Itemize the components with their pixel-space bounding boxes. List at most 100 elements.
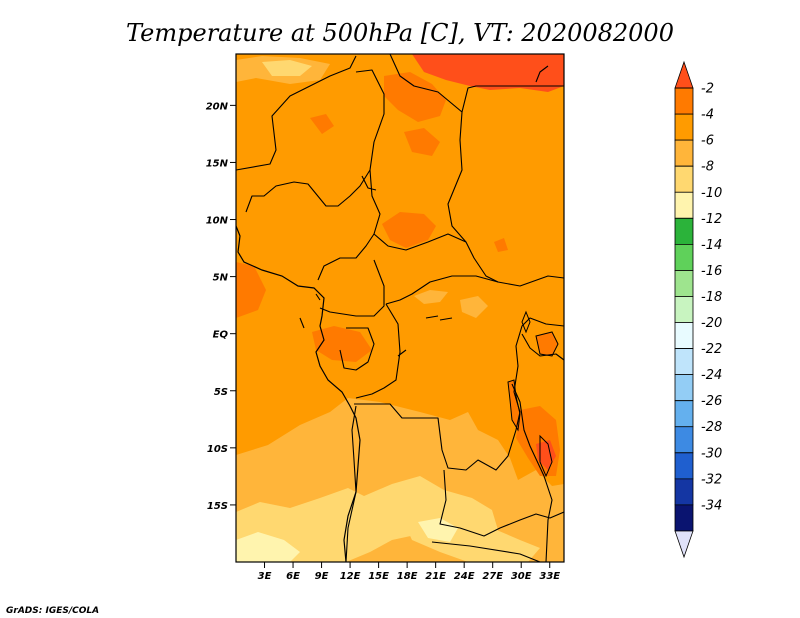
colorbar-label: -34	[701, 498, 722, 513]
map-axes: 20N 15N 10N 5N EQ 5S 10S 15S 3E 6E 9E 12E 15E 18E 21E 2…	[206, 101, 561, 582]
colorbar-label: -8	[701, 160, 714, 175]
lat-tick-label: 15N	[206, 158, 229, 169]
country-border	[319, 259, 385, 317]
lon-tick-label: 21E	[425, 571, 446, 582]
lon-tick-label: 9E	[315, 571, 329, 582]
colorbar-label: -30	[701, 446, 722, 461]
temperature-field-region	[418, 518, 458, 542]
country-border	[511, 383, 553, 562]
lon-tick-label: 27E	[482, 571, 503, 582]
lake	[507, 379, 521, 432]
country-border	[521, 333, 564, 361]
temperature-field-region	[236, 476, 498, 562]
lon-tick-label: 24E	[454, 571, 475, 582]
colorbar-swatch	[674, 504, 694, 532]
temperature-field-region	[412, 54, 564, 92]
lat-tick-label: 5S	[214, 387, 228, 398]
colorbar-swatch	[674, 87, 694, 115]
colorbar-swatch	[674, 530, 694, 559]
lat-tick-label: 5N	[213, 273, 229, 284]
country-border	[447, 111, 564, 287]
lat-tick-label: EQ	[213, 330, 229, 341]
colorbar: -2 -4 -6 -8 -10 -12 -14 -16 -18 -20 -22 -24 -26 -28 -3…	[674, 60, 722, 559]
colorbar-label: -24	[701, 368, 722, 383]
temperature-field-region	[404, 128, 440, 156]
colorbar-label: -20	[701, 316, 722, 331]
colorbar-swatch	[674, 322, 694, 349]
colorbar-label: -4	[701, 108, 714, 123]
lon-tick-label: 15E	[368, 571, 389, 582]
temperature-field-region	[236, 262, 266, 318]
lat-tick-label: 20N	[206, 101, 229, 112]
temperature-field-region	[494, 238, 508, 252]
temperature-field-region	[536, 440, 556, 470]
country-border	[236, 55, 357, 171]
country-border	[299, 293, 453, 357]
colorbar-swatch	[674, 60, 694, 89]
country-border	[361, 175, 377, 191]
colorbar-label: -12	[701, 212, 722, 227]
temperature-field-region	[310, 114, 334, 134]
country-border	[389, 54, 564, 113]
colorbar-swatch	[674, 296, 694, 323]
country-border	[439, 469, 564, 537]
colorbar-label: -2	[701, 82, 714, 97]
colorbar-label: -14	[701, 238, 722, 253]
lon-tick-label: 3E	[258, 571, 272, 582]
lat-tick-label: 10N	[206, 216, 229, 227]
lake	[539, 434, 553, 478]
country-border	[385, 275, 499, 305]
lake	[535, 331, 559, 357]
lon-tick-label: 12E	[340, 571, 361, 582]
colorbar-label: -28	[701, 420, 722, 435]
temperature-field-region	[384, 72, 446, 122]
colorbar-label: -10	[701, 186, 722, 201]
colorbar-swatch	[674, 165, 694, 193]
coastline	[236, 225, 361, 562]
colorbar-label: -18	[701, 290, 722, 305]
temperature-field-region	[312, 326, 372, 362]
lon-tick-label: 33E	[539, 571, 560, 582]
temperature-field-region	[236, 532, 300, 562]
chart-title: Temperature at 500hPa [C], VT: 202008200…	[126, 19, 674, 47]
country-border	[373, 233, 467, 251]
lon-tick-label: 6E	[286, 571, 300, 582]
temperature-field-region	[382, 212, 436, 248]
country-border	[339, 327, 375, 371]
country-border	[245, 69, 385, 213]
colorbar-swatch	[674, 139, 694, 167]
colorbar-swatch	[674, 400, 694, 428]
lat-tick-label: 15S	[207, 501, 228, 512]
country-border	[354, 317, 564, 471]
temperature-field-region	[262, 60, 312, 76]
colorbar-label: -22	[701, 342, 722, 357]
lon-tick-label: 18E	[397, 571, 418, 582]
temperature-field-region	[414, 290, 448, 304]
lon-tick-label: 30E	[511, 571, 532, 582]
colorbar-swatch	[674, 217, 694, 245]
colorbar-swatch	[674, 270, 694, 297]
colorbar-swatch	[674, 243, 694, 271]
colorbar-label: -26	[701, 394, 722, 409]
temperature-field-region	[460, 296, 488, 318]
map-frame	[235, 53, 565, 563]
colorbar-label: -32	[701, 472, 722, 487]
country-border	[345, 405, 357, 562]
colorbar-swatch	[674, 348, 694, 376]
colorbar-swatch	[674, 452, 694, 480]
country-border	[317, 169, 381, 281]
colorbar-swatch	[674, 426, 694, 454]
lat-tick-label: 10S	[207, 444, 228, 455]
country-border	[535, 65, 549, 83]
colorbar-label: -6	[701, 134, 714, 149]
country-border	[431, 541, 541, 562]
grads-credit: GrADS: IGES/COLA	[6, 606, 99, 616]
map-panel	[236, 54, 564, 562]
country-border	[355, 303, 401, 399]
colorbar-label: -16	[701, 264, 722, 279]
colorbar-swatch	[674, 113, 694, 141]
colorbar-swatch	[674, 478, 694, 506]
colorbar-swatch	[674, 191, 694, 219]
colorbar-swatch	[674, 374, 694, 402]
